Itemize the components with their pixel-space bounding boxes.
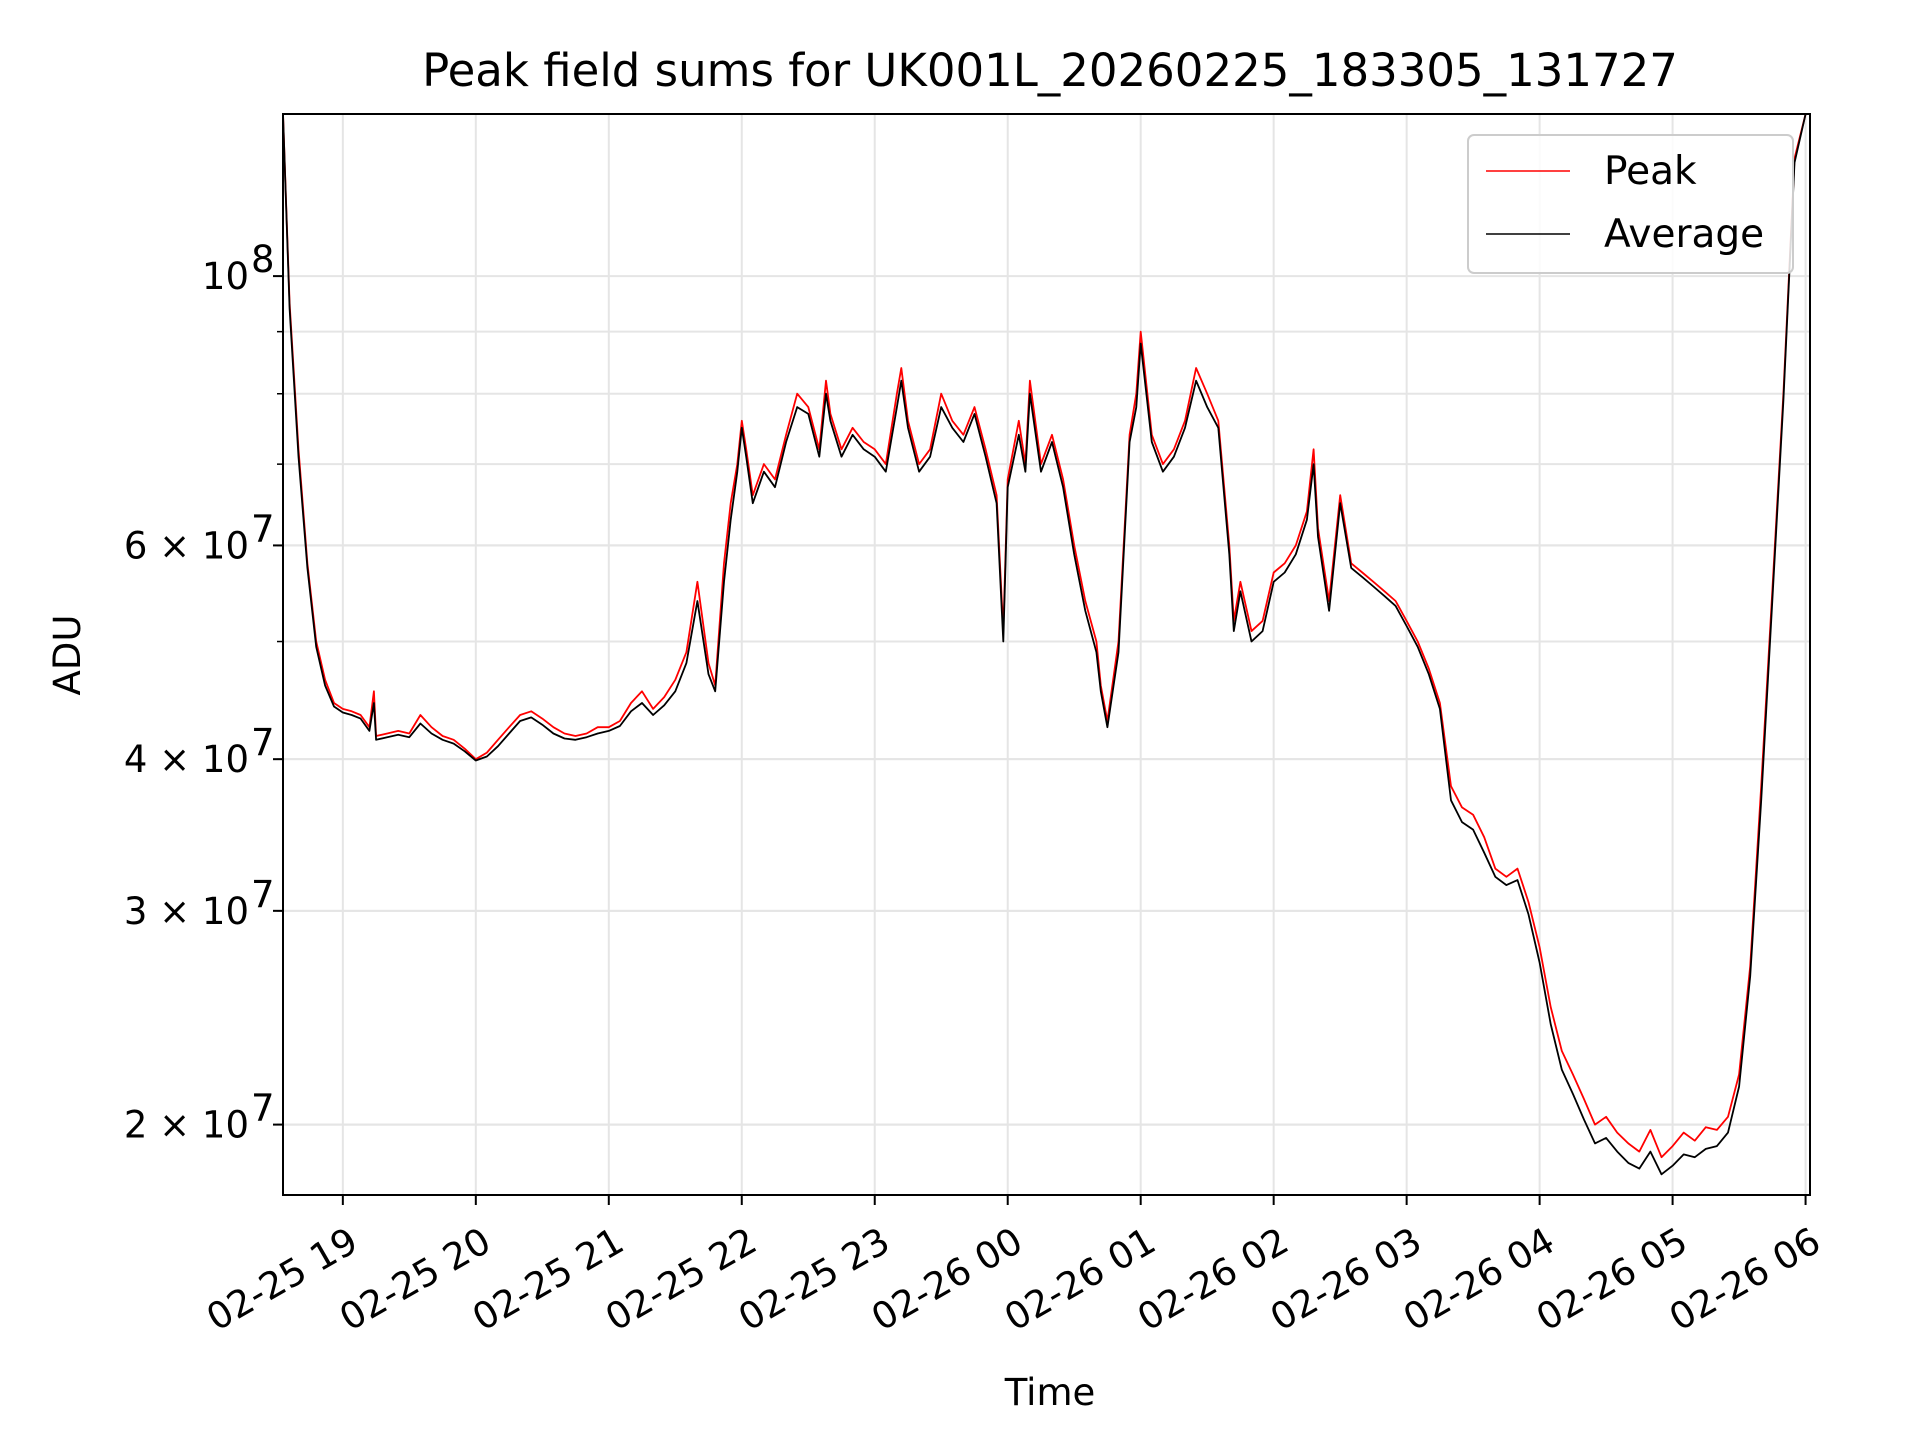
y-tick-exponent: 7 — [251, 1087, 275, 1130]
plot-frame — [282, 113, 1811, 1196]
series-line-peak — [283, 114, 1810, 1159]
y-tick-exponent: 7 — [251, 507, 275, 550]
y-tick-label: 10 — [202, 255, 249, 298]
series-line-average — [283, 114, 1810, 1176]
plot-layer — [283, 114, 1810, 1176]
y-tick-exponent: 7 — [251, 721, 275, 764]
y-axis-title: ADU — [46, 615, 89, 696]
series-layer — [283, 114, 1810, 1176]
y-tick-label: 6 × 10 — [124, 524, 249, 567]
y-tick-exponent: 8 — [251, 238, 275, 281]
grid-layer — [283, 114, 1810, 1195]
y-tick-label: 3 × 10 — [124, 890, 249, 933]
x-axis-title: Time — [1004, 1371, 1096, 1414]
chart-title: Peak field sums for UK001L_20260225_1833… — [422, 44, 1678, 97]
legend-box — [1467, 134, 1794, 274]
y-tick-label: 2 × 10 — [124, 1104, 249, 1147]
legend: Peak Average — [1467, 134, 1794, 274]
y-tick-label: 4 × 10 — [124, 738, 249, 781]
legend-peak-label: Peak — [1604, 149, 1697, 194]
legend-average-label: Average — [1604, 212, 1764, 257]
y-tick-exponent: 7 — [251, 873, 275, 916]
